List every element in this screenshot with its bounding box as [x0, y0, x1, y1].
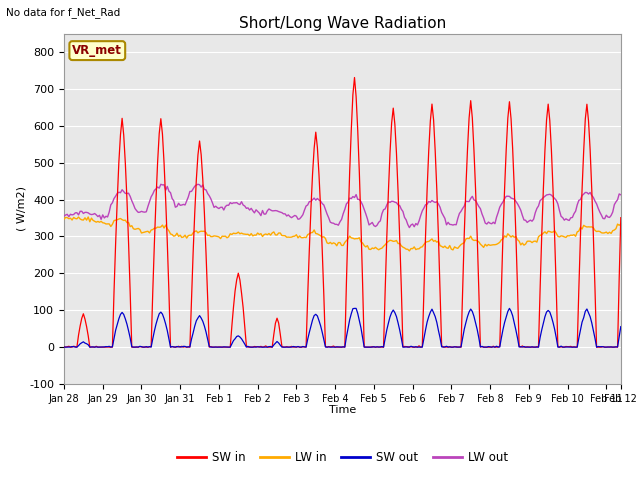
Text: VR_met: VR_met — [72, 44, 122, 57]
Text: No data for f_Net_Rad: No data for f_Net_Rad — [6, 7, 121, 18]
Y-axis label: ( W/m2): ( W/m2) — [17, 186, 26, 231]
X-axis label: Time: Time — [329, 405, 356, 415]
Legend: SW in, LW in, SW out, LW out: SW in, LW in, SW out, LW out — [172, 446, 513, 468]
Title: Short/Long Wave Radiation: Short/Long Wave Radiation — [239, 16, 446, 31]
